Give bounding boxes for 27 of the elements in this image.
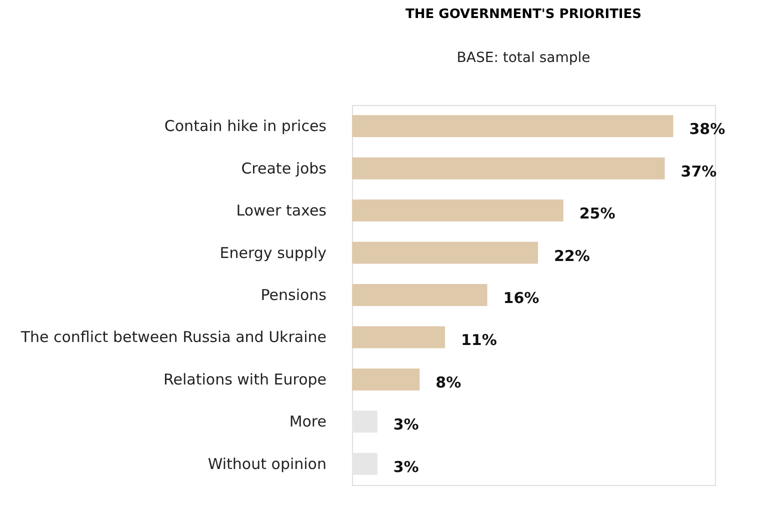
data-label: 8% [436, 373, 462, 392]
data-label: 37% [680, 162, 717, 180]
chart-subtitle: BASE: total sample [456, 50, 590, 66]
y-tick-label: Without opinion [208, 454, 326, 473]
y-tick-label: The conflict between Russia and Ukraine [20, 328, 326, 346]
y-tick-label: Create jobs [241, 159, 327, 178]
y-tick-label: Lower taxes [236, 202, 327, 220]
data-label: 3% [393, 458, 419, 476]
data-label: 22% [554, 246, 590, 265]
y-tick-label: More [289, 412, 326, 431]
data-label: 25% [579, 204, 616, 223]
data-label: 38% [689, 120, 726, 138]
y-tick-label: Contain hike in prices [164, 117, 327, 136]
data-label: 3% [393, 416, 419, 434]
bar [352, 326, 445, 348]
y-tick-label: Energy supply [220, 244, 327, 262]
data-label: 11% [460, 331, 497, 350]
data-label: 16% [503, 289, 540, 307]
bar [352, 242, 538, 264]
chart-title: THE GOVERNMENT'S PRIORITIES [405, 7, 642, 22]
bar [352, 368, 420, 390]
bar [352, 200, 564, 222]
y-tick-label: Pensions [260, 286, 327, 304]
y-tick-label: Relations with Europe [164, 370, 326, 388]
bar [352, 284, 488, 306]
bar [352, 157, 665, 180]
bar [352, 115, 674, 138]
